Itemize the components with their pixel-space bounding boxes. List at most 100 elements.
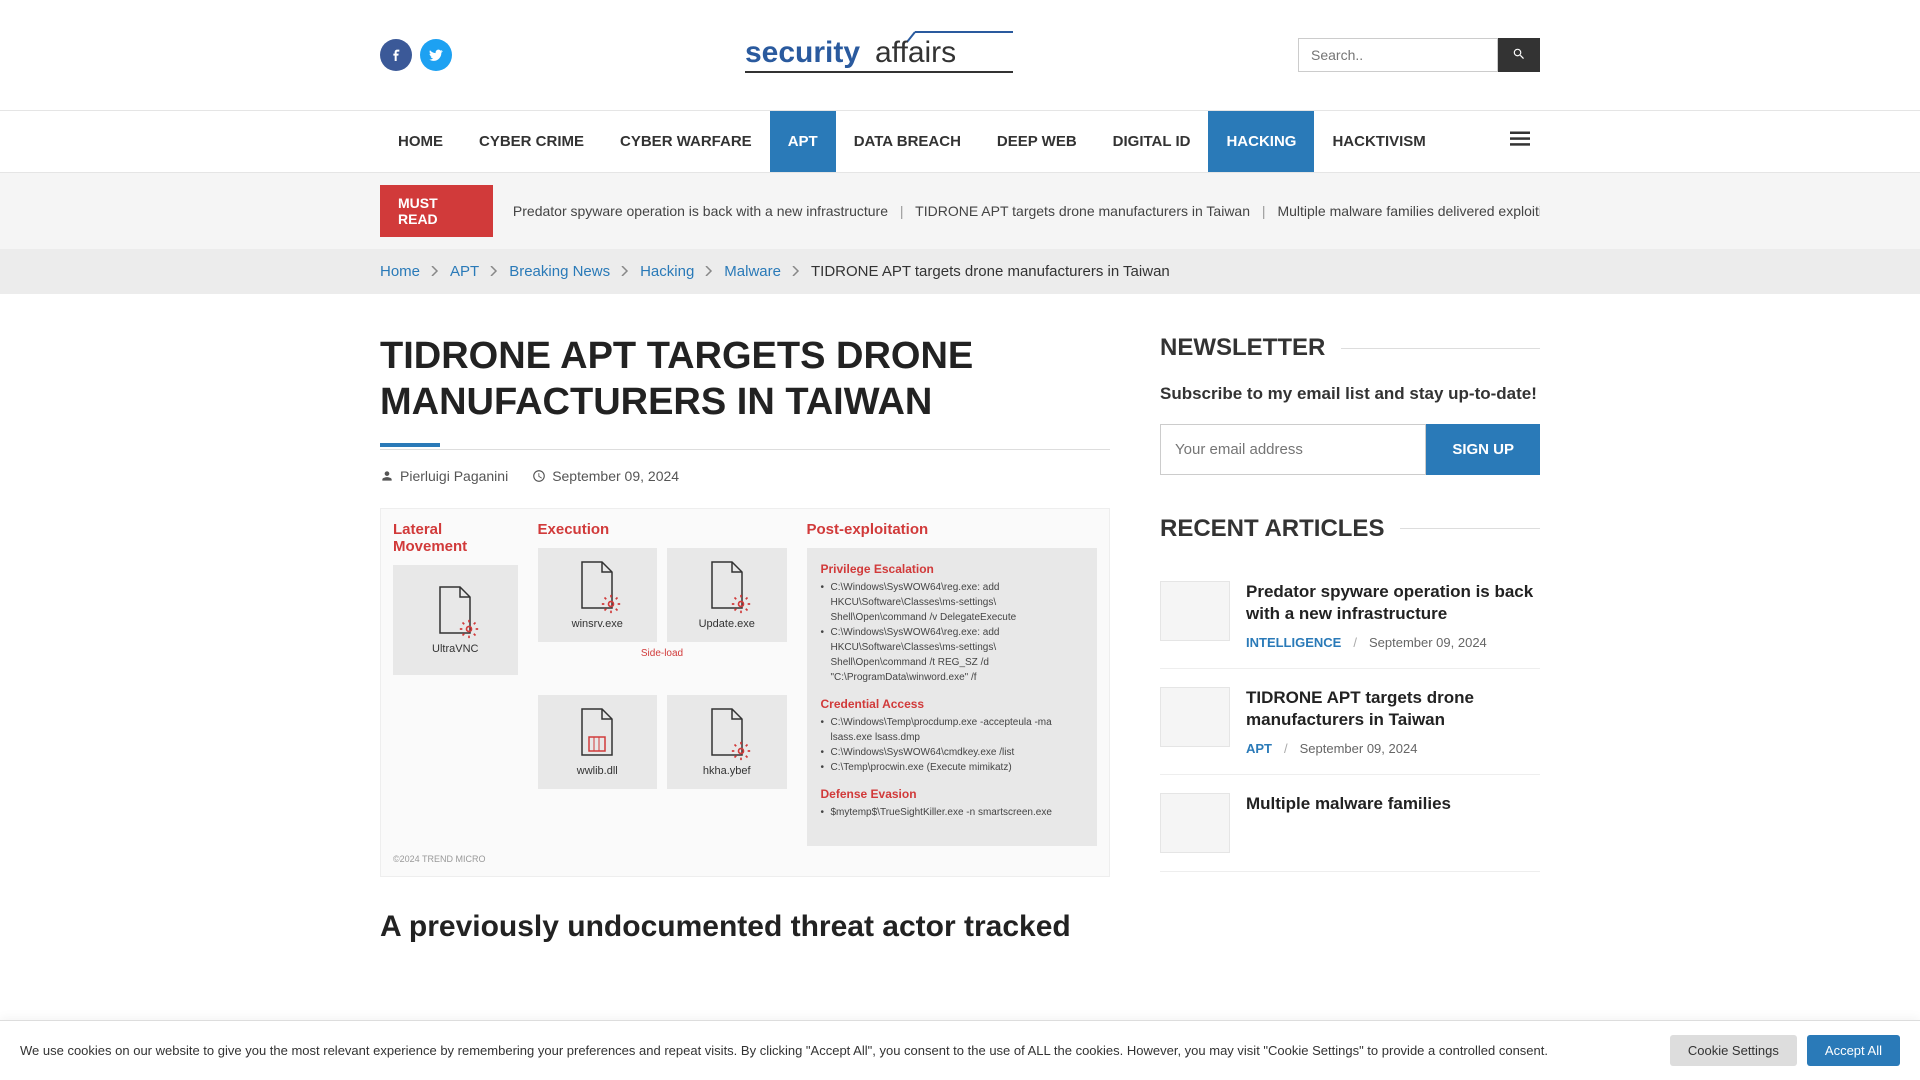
newsletter-form: SIGN UP [1160,424,1540,475]
sidebar-heading: NEWSLETTER [1160,334,1540,362]
nav-item-apt[interactable]: APT [770,111,836,172]
search-button[interactable] [1498,38,1540,72]
ticker-separator: | [900,203,904,219]
nav-item-cybercrime[interactable]: CYBER CRIME [461,111,602,172]
diagram-label: Execution [538,521,787,538]
recent-category[interactable]: APT [1246,741,1272,756]
must-read-badge: MUST READ [380,185,493,237]
article-lead: A previously undocumented threat actor t… [380,907,1110,946]
author-meta: Pierluigi Paganini [380,468,508,484]
section-heading: Privilege Escalation [821,562,1084,576]
nav-item-databreach[interactable]: DATA BREACH [836,111,979,172]
cookie-accept-button[interactable]: Accept All [1807,1035,1900,1066]
breadcrumb-bar: Home APT Breaking News Hacking Malware T… [0,249,1920,294]
menu-toggle-button[interactable] [1500,121,1540,162]
nav-list: HOME CYBER CRIME CYBER WARFARE APT DATA … [380,111,1444,172]
code-line: C:\Windows\SysWOW64\reg.exe: add HKCU\So… [821,625,1084,685]
search-input[interactable] [1298,38,1498,72]
cookie-text: We use cookies on our website to give yo… [20,1041,1548,1061]
recent-article-title[interactable]: TIDRONE APT targets drone manufacturers … [1246,687,1540,731]
diagram-node: Update.exe [667,548,787,642]
breadcrumb-link[interactable]: Hacking [640,263,694,280]
diagram-node: UltraVNC [393,565,518,675]
breadcrumb-link[interactable]: APT [450,263,479,280]
breadcrumb: Home APT Breaking News Hacking Malware T… [380,263,1540,280]
meta-separator: / [1353,635,1357,650]
nav-item-deepweb[interactable]: DEEP WEB [979,111,1095,172]
author-name: Pierluigi Paganini [400,468,508,484]
code-line: C:\Windows\SysWOW64\cmdkey.exe /list [821,745,1084,760]
breadcrumb-link[interactable]: Malware [724,263,781,280]
recent-article-title[interactable]: Multiple malware families [1246,793,1540,815]
recent-category[interactable]: INTELLIGENCE [1246,635,1341,650]
image-copyright: ©2024 TREND MICRO [393,854,1097,864]
code-line: C:\Temp\procwin.exe (Execute mimikatz) [821,760,1084,775]
social-icons [380,39,452,71]
diagram-node: hkha.ybef [667,695,787,789]
recent-date: September 09, 2024 [1369,635,1487,650]
diagram-node: wwlib.dll [538,695,658,789]
article-thumbnail[interactable] [1160,687,1230,747]
article-diagram: Lateral Movement UltraVNC Execution [380,508,1110,877]
diagram-node-label: hkha.ybef [675,765,779,777]
sidebar-heading: RECENT ARTICLES [1160,515,1540,543]
gear-icon [731,741,751,761]
search-icon [1512,47,1526,61]
facebook-icon[interactable] [380,39,412,71]
ticker-item[interactable]: Predator spyware operation is back with … [513,203,888,219]
user-icon [380,469,394,483]
diagram-label: Post-exploitation [807,521,1098,538]
recent-article-item: TIDRONE APT targets drone manufacturers … [1160,669,1540,775]
chevron-right-icon [430,263,440,280]
breadcrumb-link[interactable]: Breaking News [509,263,610,280]
top-header: security affairs [0,0,1920,110]
main-nav: HOME CYBER CRIME CYBER WARFARE APT DATA … [0,110,1920,173]
twitter-icon[interactable] [420,39,452,71]
diagram-arrow-label: Side-load [538,648,787,659]
nav-item-home[interactable]: HOME [380,111,461,172]
breadcrumb-link[interactable]: Home [380,263,420,280]
email-input[interactable] [1160,424,1426,475]
ticker-item[interactable]: Multiple malware families delivered expl… [1277,203,1540,219]
nav-item-hacking[interactable]: HACKING [1208,111,1314,172]
article-thumbnail[interactable] [1160,581,1230,641]
file-icon [577,707,617,757]
diagram-node: winsrv.exe [538,548,658,642]
code-line: C:\Windows\SysWOW64\reg.exe: add HKCU\So… [821,580,1084,625]
post-exploitation-panel: Privilege Escalation C:\Windows\SysWOW64… [807,548,1098,846]
article-thumbnail[interactable] [1160,793,1230,853]
gear-icon [459,619,479,639]
nav-item-hacktivism[interactable]: HACKTIVISM [1314,111,1443,172]
meta-separator: / [1284,741,1288,756]
nav-item-digitalid[interactable]: DIGITAL ID [1095,111,1209,172]
clock-icon [532,469,546,483]
diagram-label: Lateral Movement [393,521,518,555]
hamburger-icon [1510,131,1530,147]
article-meta: Pierluigi Paganini September 09, 2024 [380,468,1110,484]
diagram-node-label: Update.exe [675,618,779,630]
sidebar: NEWSLETTER Subscribe to my email list an… [1160,334,1540,946]
title-underline [380,443,440,447]
gear-icon [601,594,621,614]
cookie-settings-button[interactable]: Cookie Settings [1670,1035,1797,1066]
ticker-bar: MUST READ Predator spyware operation is … [0,173,1920,249]
main-column: TIDRONE APT TARGETS DRONE MANUFACTURERS … [380,334,1110,946]
code-line: $mytemp$\TrueSightKiller.exe -n smartscr… [821,805,1084,820]
gear-icon [731,594,751,614]
recent-articles-section: RECENT ARTICLES Predator spyware operati… [1160,515,1540,872]
ticker-item[interactable]: TIDRONE APT targets drone manufacturers … [915,203,1250,219]
chevron-right-icon [791,263,801,280]
recent-article-item: Multiple malware families [1160,775,1540,872]
chevron-right-icon [704,263,714,280]
recent-article-item: Predator spyware operation is back with … [1160,563,1540,669]
nav-item-cyberwarfare[interactable]: CYBER WARFARE [602,111,770,172]
diagram-node-label: wwlib.dll [546,765,650,777]
cookie-consent-bar: We use cookies on our website to give yo… [0,1020,1920,1080]
svg-text:security: security [745,36,860,69]
newsletter-text: Subscribe to my email list and stay up-t… [1160,382,1540,406]
signup-button[interactable]: SIGN UP [1426,424,1540,475]
chevron-right-icon [620,263,630,280]
recent-article-title[interactable]: Predator spyware operation is back with … [1246,581,1540,625]
site-logo[interactable]: security affairs [735,30,1015,80]
date-meta: September 09, 2024 [532,468,679,484]
